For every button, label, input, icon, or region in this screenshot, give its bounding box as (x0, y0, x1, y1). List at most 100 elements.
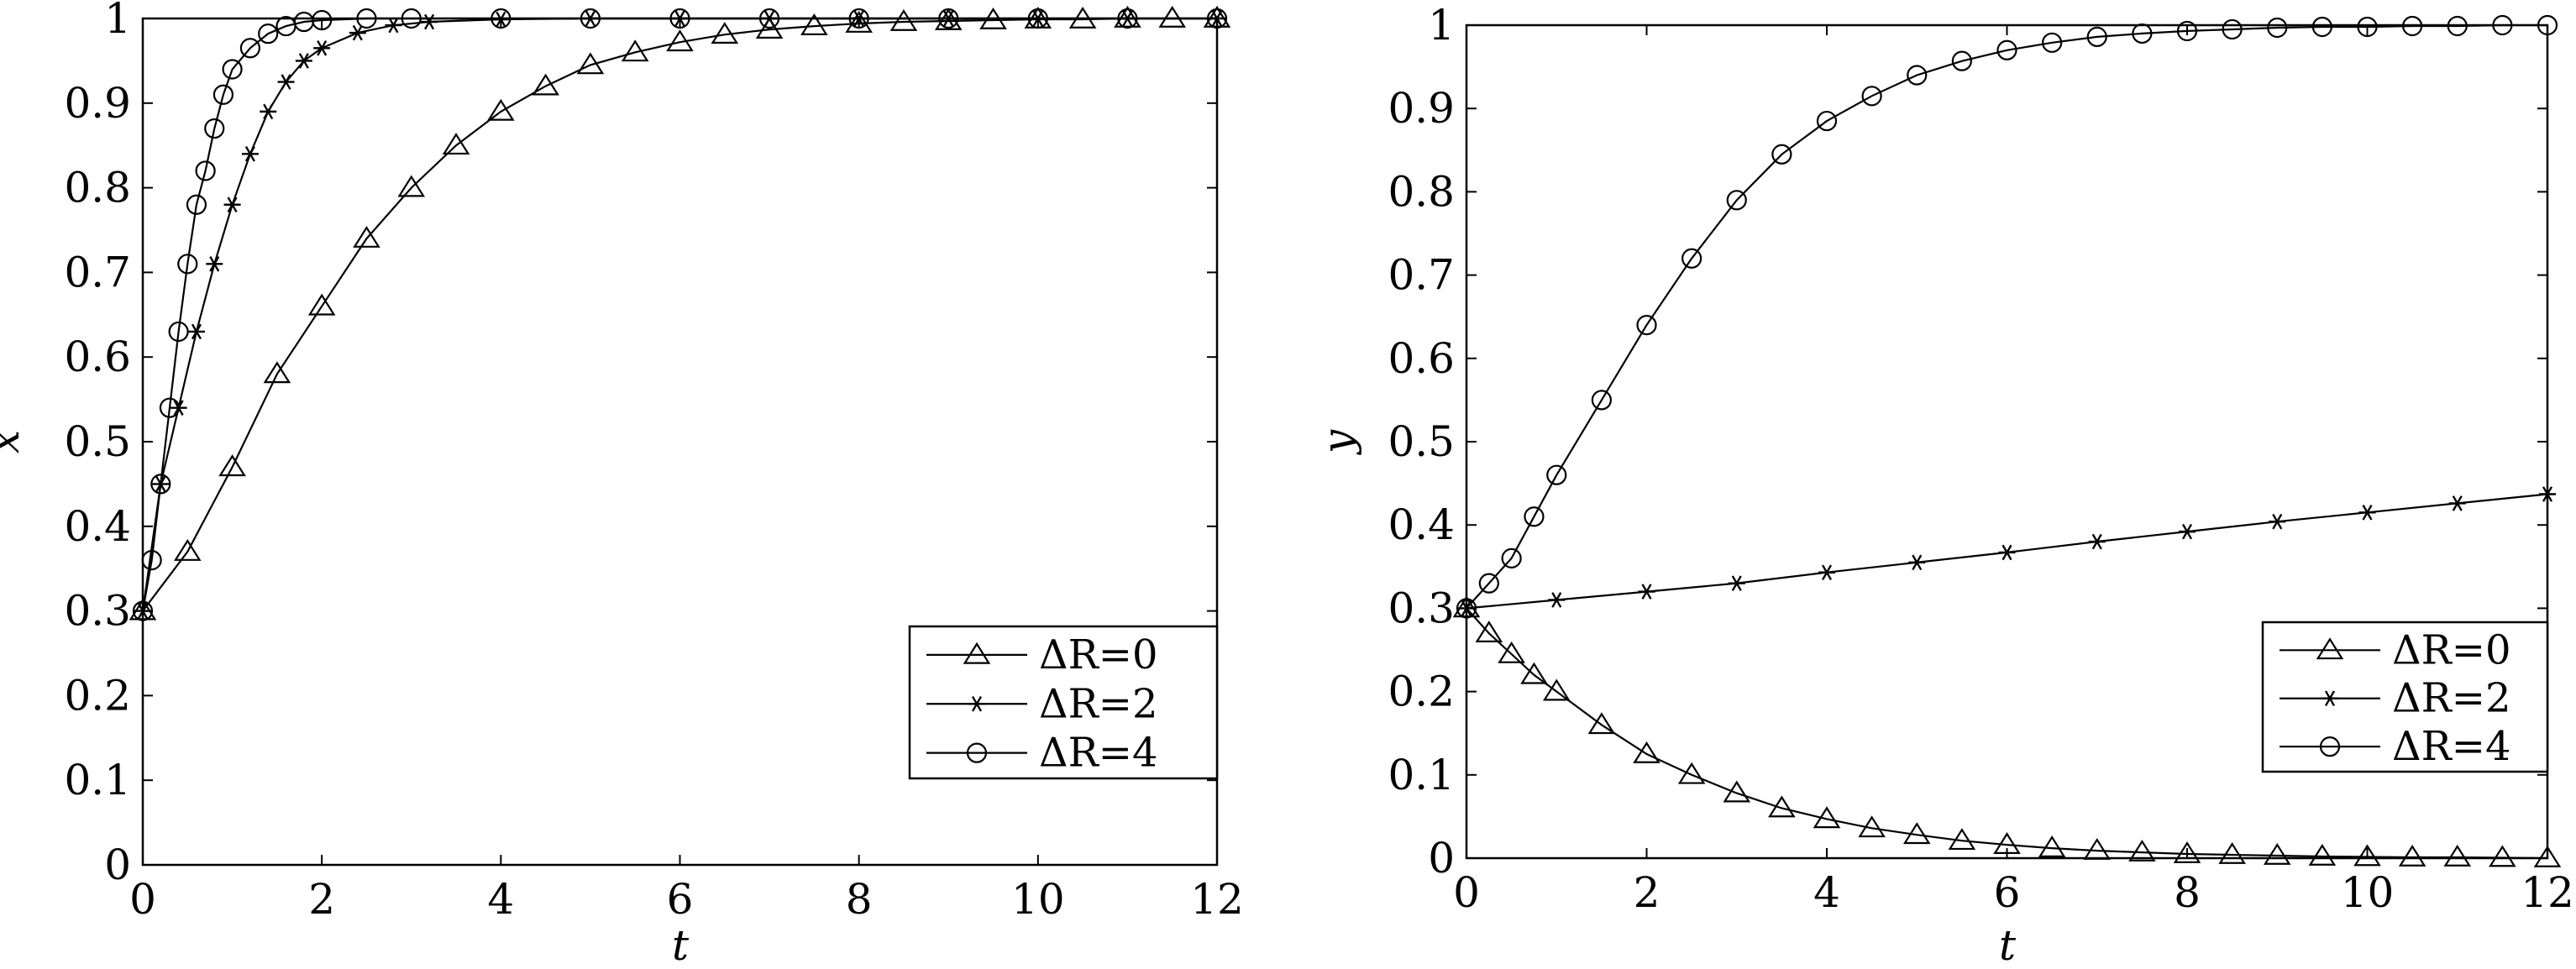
data-point-circle (1456, 598, 1477, 619)
legend-label: ΔR=0 (2392, 626, 2511, 673)
data-point-circle (2537, 14, 2558, 36)
data-point-circle (2042, 32, 2063, 53)
data-point-circle (669, 8, 690, 29)
data-point-circle (239, 38, 260, 59)
data-point-triangle (2489, 845, 2516, 867)
data-point-circle (1907, 65, 1928, 86)
data-point-triangle (2443, 844, 2472, 867)
left-chart-panel: 0 2 4 6 8 10 12 0 0.1 0.2 0.3 0.4 0.5 0.6 0.7 0.8 0.9 1 t x… (0, 0, 1244, 969)
data-point-triangle (307, 293, 336, 316)
data-point-triangle (2308, 843, 2337, 866)
x-tick-label: 2 (308, 875, 335, 924)
legend-label: ΔR=0 (1039, 631, 1158, 678)
x-tick-label: 6 (1994, 868, 2021, 917)
data-point-circle (1117, 8, 1138, 29)
data-point-asterisk (187, 323, 205, 340)
data-point-triangle (442, 133, 470, 155)
series-line (141, 17, 1217, 611)
y-tick-label: 0.1 (1388, 751, 1455, 799)
data-point-triangle (1587, 712, 1616, 735)
y-tick-label: 0.5 (64, 417, 131, 466)
series-asterisk (1458, 486, 2556, 616)
y-tick-label: 0.4 (64, 502, 131, 551)
data-point-triangle (2173, 841, 2201, 863)
data-point-triangle (711, 22, 739, 45)
x-tick-label: 4 (1813, 868, 1840, 917)
data-point-triangle (1813, 806, 1841, 829)
data-point-triangle (1158, 5, 1186, 28)
data-point-asterisk (260, 103, 277, 120)
y-tick-label: 0.1 (64, 756, 131, 804)
data-point-circle (2222, 18, 2243, 40)
data-point-asterisk (313, 39, 331, 56)
data-point-triangle (1902, 822, 1931, 845)
y-tick-label: 0.8 (1388, 167, 1455, 216)
data-point-asterisk (349, 24, 366, 41)
y-tick-label: 0.6 (64, 333, 131, 381)
data-point-triangle (1498, 641, 1525, 663)
data-point-circle (2492, 14, 2513, 36)
data-point-circle (132, 600, 154, 621)
data-point-triangle (1677, 762, 1706, 784)
data-point-circle (1501, 547, 1522, 568)
series-circle (132, 8, 1228, 621)
data-point-asterisk (421, 13, 438, 30)
data-point-triangle (2533, 845, 2562, 867)
data-point-asterisk (241, 145, 259, 162)
data-point-asterisk (385, 17, 402, 34)
data-point-circle (938, 8, 959, 29)
data-point-circle (1524, 506, 1545, 527)
data-point-asterisk (223, 196, 241, 213)
data-point-circle (848, 8, 869, 29)
data-point-circle (1861, 86, 1882, 107)
data-point-circle (204, 118, 225, 139)
data-point-circle (758, 8, 780, 29)
data-point-triangle (576, 52, 605, 75)
data-point-circle (1206, 8, 1228, 29)
data-point-triangle (1114, 5, 1141, 28)
data-point-circle (212, 84, 234, 105)
right-chart-panel: 0 2 4 6 8 10 12 0 0.1 0.2 0.3 0.4 0.5 0.6 0.7 0.8 0.9 1 t y… (1314, 1, 2574, 969)
data-point-asterisk (2269, 513, 2286, 530)
y-tick-label: 1 (104, 0, 131, 43)
data-point-circle (1546, 464, 1567, 485)
y-axis-label: x (0, 430, 29, 453)
data-point-circle (168, 321, 189, 343)
legend-marker-circle (966, 742, 988, 763)
data-point-triangle (889, 8, 918, 31)
data-point-circle (2086, 26, 2107, 47)
data-point-circle (195, 160, 216, 181)
legend-label: ΔR=2 (1039, 680, 1158, 727)
y-tick-label: 0.7 (1388, 251, 1455, 300)
x-tick-label: 10 (2341, 868, 2395, 917)
data-point-triangle (353, 226, 380, 248)
legend-label: ΔR=4 (2392, 723, 2511, 770)
data-point-circle (1591, 390, 1612, 411)
data-point-asterisk (1818, 564, 1835, 581)
data-point-triangle (1203, 5, 1231, 28)
y-tick-label: 0.3 (64, 587, 131, 636)
data-point-triangle (129, 598, 157, 621)
x-tick-label: 0 (1453, 868, 1480, 917)
data-point-circle (150, 474, 171, 495)
data-point-triangle (218, 454, 246, 477)
data-point-triangle (1542, 678, 1571, 701)
legend-marker-circle (2319, 736, 2341, 757)
data-point-circle (222, 59, 243, 80)
series-asterisk (134, 10, 1225, 619)
data-point-circle (491, 8, 512, 29)
data-point-triangle (1475, 621, 1503, 643)
series-line (141, 17, 1217, 611)
data-point-asterisk (2448, 495, 2466, 511)
data-point-circle (580, 8, 601, 29)
x-tick-label: 12 (1190, 875, 1244, 924)
data-point-triangle (532, 73, 559, 96)
data-point-triangle (845, 10, 873, 33)
data-point-circle (141, 550, 162, 571)
x-tick-label: 8 (846, 875, 873, 924)
data-point-circle (2132, 23, 2153, 45)
data-point-triangle (1723, 780, 1751, 803)
data-point-triangle (2263, 842, 2291, 865)
data-point-triangle (397, 175, 426, 197)
series-line (1466, 24, 2547, 610)
